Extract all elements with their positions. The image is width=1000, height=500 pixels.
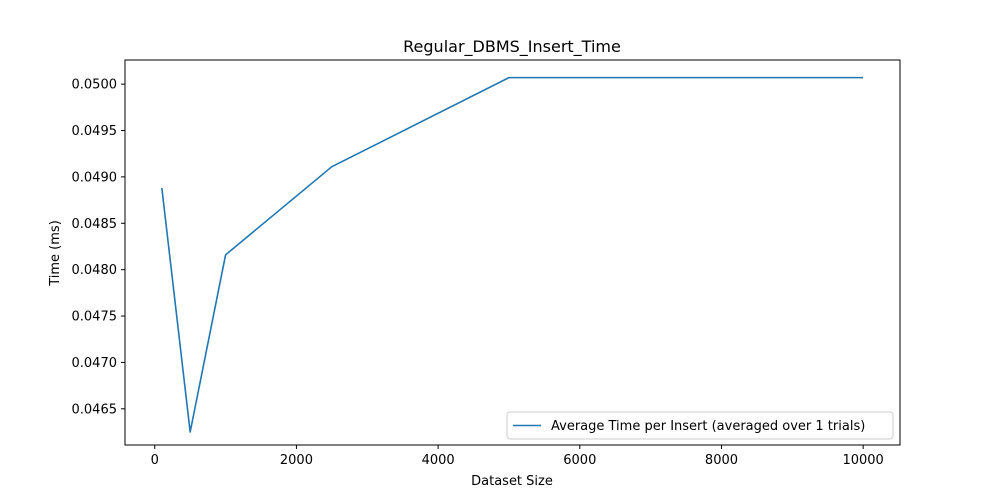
- x-tick-label: 8000: [705, 453, 738, 468]
- legend-box: [506, 411, 894, 440]
- legend: Average Time per Insert (averaged over 1…: [506, 411, 894, 440]
- y-tick-label: 0.0485: [72, 217, 118, 232]
- y-tick-label: 0.0480: [72, 263, 118, 278]
- plot-frame: [124, 59, 901, 446]
- y-tick-label: 0.0495: [72, 124, 118, 139]
- y-tick-label: 0.0490: [72, 170, 118, 185]
- legend-entry: Average Time per Insert (averaged over 1…: [551, 419, 865, 434]
- y-tick-label: 0.0500: [72, 78, 118, 93]
- data-point: [862, 77, 864, 79]
- y-tick-label: 0.0470: [72, 356, 118, 371]
- x-tick-label: 2000: [280, 453, 313, 468]
- y-axis-label: Time (ms): [48, 220, 63, 287]
- x-tick-label: 6000: [563, 453, 596, 468]
- series-line-0: [161, 76, 864, 433]
- data-point: [508, 77, 510, 79]
- x-axis-label: Dataset Size: [471, 474, 553, 489]
- data-point: [189, 431, 191, 433]
- x-tick-label: 4000: [422, 453, 455, 468]
- data-point: [331, 166, 333, 168]
- series-layer: [161, 76, 864, 433]
- y-axis: 0.0465 0.0470 0.0475 0.0480 0.0485 0.0490 0.04…: [72, 78, 125, 417]
- x-tick-label: 0: [151, 453, 159, 468]
- plot-area: [124, 59, 901, 446]
- chart-title: Regular_DBMS_Insert_Time: [403, 37, 621, 57]
- x-tick-label: 10000: [842, 453, 883, 468]
- data-point: [161, 187, 163, 189]
- y-tick-label: 0.0475: [72, 310, 118, 325]
- y-tick-label: 0.0465: [72, 402, 118, 417]
- x-axis: 0 2000 4000 6000 8000 10000: [151, 445, 884, 468]
- data-point: [225, 254, 227, 256]
